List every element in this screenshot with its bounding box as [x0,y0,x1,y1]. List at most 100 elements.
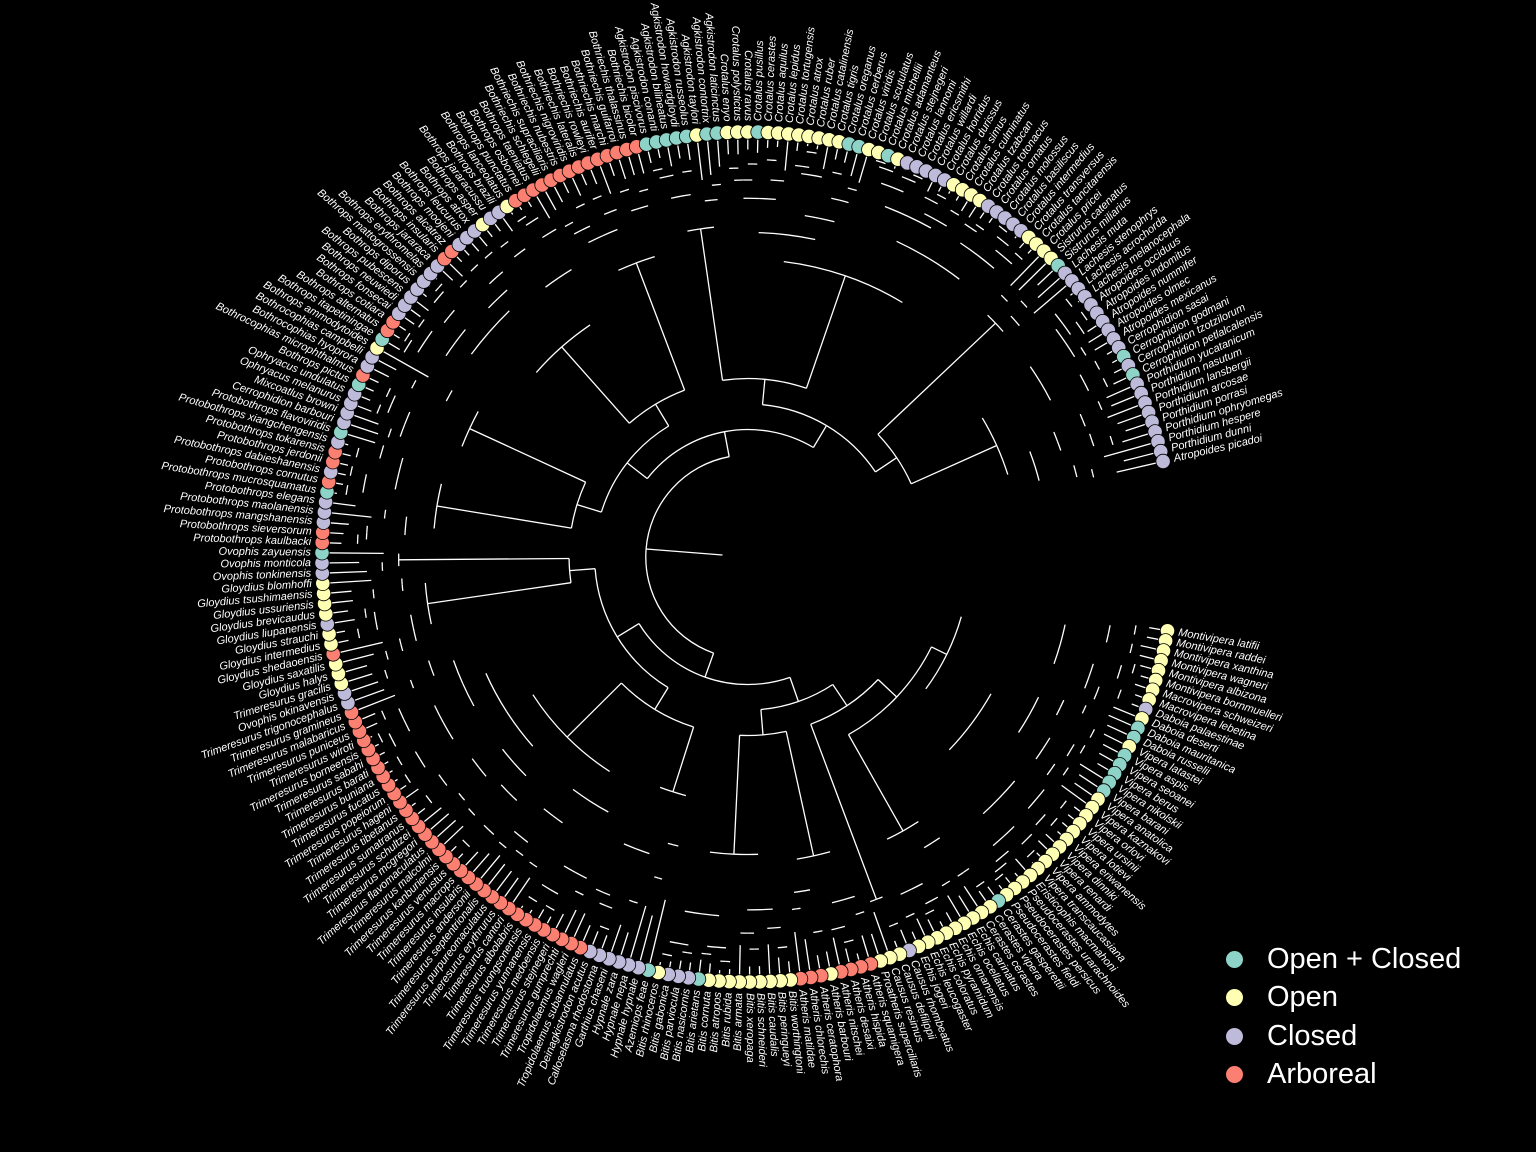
tree-branch [707,945,717,948]
tree-branch [662,953,668,956]
tree-branch [762,730,787,736]
tree-branch [462,683,475,707]
tree-branch [994,876,1000,881]
tree-branch [1055,707,1061,716]
tree-branch [403,345,409,353]
tree-branch [364,608,367,614]
tree-branch [805,275,846,389]
tree-branch [995,322,1004,332]
tree-branch [646,431,725,480]
tree-branch [786,234,816,241]
legend-swatch [1226,1066,1243,1084]
tree-branch [852,188,857,192]
tree-branch [414,751,421,760]
tree-branch [923,842,933,849]
tree-branch [880,161,886,165]
tree-branch [687,951,692,954]
tree-branch [525,220,533,226]
tree-branch [624,188,630,192]
tree-branch [420,319,425,324]
tree-branch [419,759,426,768]
tree-branch [400,644,404,652]
tree-branch [848,939,854,942]
tree-branch [798,683,834,703]
tree-branch [616,623,640,638]
tree-branch [875,159,881,163]
tree-branch [657,168,663,171]
tip-label: Ovophis monticola [220,557,311,570]
tree-branch [1079,748,1084,754]
tree-branch [570,504,578,529]
tree-branch [469,428,586,483]
tree-branch [896,457,912,485]
tree-branch [581,225,591,231]
tree-branch [1079,413,1084,421]
tree-branch [704,199,712,202]
tip-label: Bitis armata [732,993,745,1051]
tree-branch [801,889,811,892]
legend-label: Open [1267,981,1338,1014]
tree-branch [1053,817,1058,823]
tree-branch [880,182,893,189]
tree-branch [1105,633,1110,643]
tip-label: Crotalus enyo [718,53,733,121]
tree-branch [1026,853,1032,858]
tree-branch [831,927,839,931]
tree-branch [796,855,814,860]
tree-branch [448,309,455,317]
tip-label: Bitis atropos [708,991,724,1053]
tree-branch [1050,763,1056,770]
tree-branch [931,896,939,902]
tree-branch [963,867,970,873]
tip-label: Crotalus ravus [742,50,754,121]
tree-branch [706,953,712,956]
tree-branch [1065,298,1070,304]
tree-branch [935,219,948,227]
tree-branch [637,915,653,968]
tree-branch [925,899,933,905]
tree-branch [470,331,490,355]
tree-branch [659,175,667,179]
tree-branch [847,734,904,832]
tree-branch [1050,821,1055,827]
tree-branch [575,205,581,209]
tree-branch [364,613,367,618]
tree-branch [900,888,912,895]
tree-branch [704,676,791,686]
tree-branch [838,925,846,929]
tree-branch [532,694,568,738]
tree-branch [964,223,972,229]
tree-branch [901,176,909,181]
tree-branch [1010,250,1045,287]
tree-branch [760,709,764,735]
tree-branch [602,891,611,896]
tree-branch [385,392,389,398]
tree-branch [758,231,788,236]
tree-branch [462,280,468,285]
tree-branch [610,208,617,213]
tree-branch [1091,729,1095,734]
tree-branch [709,851,734,855]
tree-branch [346,485,349,491]
tree-branch [398,457,404,474]
tree-branch [433,505,438,529]
tree-branch [928,258,960,280]
tree-branch [409,679,413,685]
tree-branch [627,905,647,966]
tree-branch [436,505,572,529]
tree-branch [843,940,849,944]
tree-branch [811,151,817,154]
tree-branch [548,228,557,234]
tree-branch [506,711,534,747]
tree-branch [1042,737,1051,749]
tree-branch [1104,382,1109,388]
tree-branch [1082,419,1086,427]
tree-branch [645,548,714,654]
tree-branch [884,205,909,218]
tree-branch [680,193,691,197]
tree-branch [532,864,538,868]
tree-branch [497,289,508,300]
tree-branch [987,314,996,324]
tree-branch [1118,665,1123,673]
